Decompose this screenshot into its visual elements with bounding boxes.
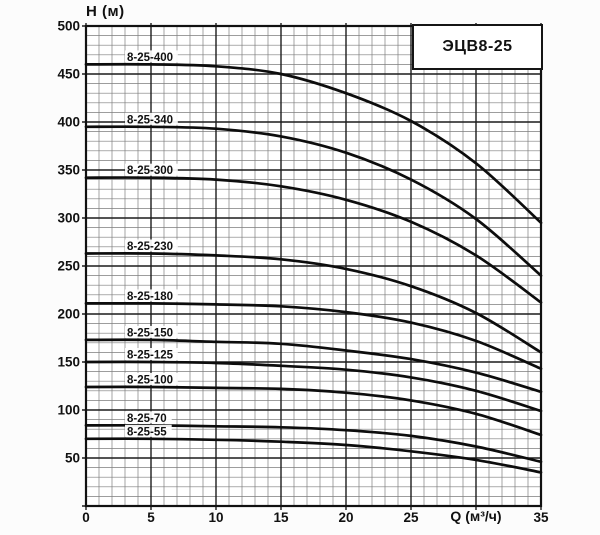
x-axis-title: Q (м³/ч): [450, 508, 502, 524]
y-tick-label: 250: [57, 259, 80, 274]
y-tick-label: 50: [65, 451, 80, 466]
y-tick-label: 350: [57, 163, 80, 178]
plot-border: [84, 24, 543, 508]
y-axis-title: H (м): [86, 3, 125, 20]
y-tick-label: 300: [57, 211, 80, 226]
pump-curve: [84, 62, 543, 225]
curve-label: 8-25-340: [127, 114, 173, 126]
curve-label-bg: [125, 325, 178, 338]
curve-label: 8-25-180: [127, 291, 173, 303]
curve-label: 8-25-70: [127, 413, 167, 425]
curve-label-bg: [125, 372, 178, 385]
x-tick-label: 10: [208, 510, 223, 525]
curve-label: 8-25-300: [127, 165, 173, 177]
pump-curve: [84, 385, 543, 437]
chart-title-box: ЭЦВ8-25: [412, 24, 543, 70]
pump-curve: [84, 338, 543, 394]
curve-label: 8-25-100: [127, 374, 173, 386]
curve-label: 8-25-230: [127, 241, 173, 253]
curve-label: 8-25-150: [127, 327, 173, 339]
pump-curve: [84, 360, 543, 413]
chart-title: ЭЦВ8-25: [442, 38, 513, 55]
curve-label-bg: [125, 50, 178, 63]
pump-curve: [84, 125, 543, 277]
curve-label-bg: [125, 348, 178, 360]
curve-label-bg: [125, 239, 178, 252]
y-tick-label: 100: [57, 403, 80, 418]
pump-curve: [84, 437, 543, 474]
curve-label: 8-25-55: [127, 426, 167, 438]
pump-curve: [84, 302, 543, 371]
x-tick-label: 5: [147, 510, 155, 525]
x-tick-label: 0: [82, 510, 90, 525]
curve-label-bg: [125, 411, 172, 424]
curve-label-bg: [125, 424, 172, 437]
pump-curve: [84, 252, 543, 354]
y-tick-label: 200: [57, 307, 80, 322]
curve-label-bg: [125, 163, 178, 176]
curve-label: 8-25-125: [127, 350, 174, 362]
y-tick-label: 500: [57, 19, 80, 34]
x-tick-label: 20: [338, 510, 353, 525]
curve-label-bg: [125, 112, 178, 125]
x-tick-label: 15: [273, 510, 289, 525]
x-tick-label: 25: [403, 510, 419, 525]
x-tick-label: 35: [533, 510, 549, 525]
pump-curve: [84, 176, 543, 304]
curve-label-bg: [125, 289, 178, 302]
y-tick-label: 400: [57, 115, 80, 130]
y-tick-label: 450: [57, 67, 80, 82]
y-tick-label: 150: [57, 355, 80, 370]
curve-label: 8-25-400: [127, 52, 173, 64]
